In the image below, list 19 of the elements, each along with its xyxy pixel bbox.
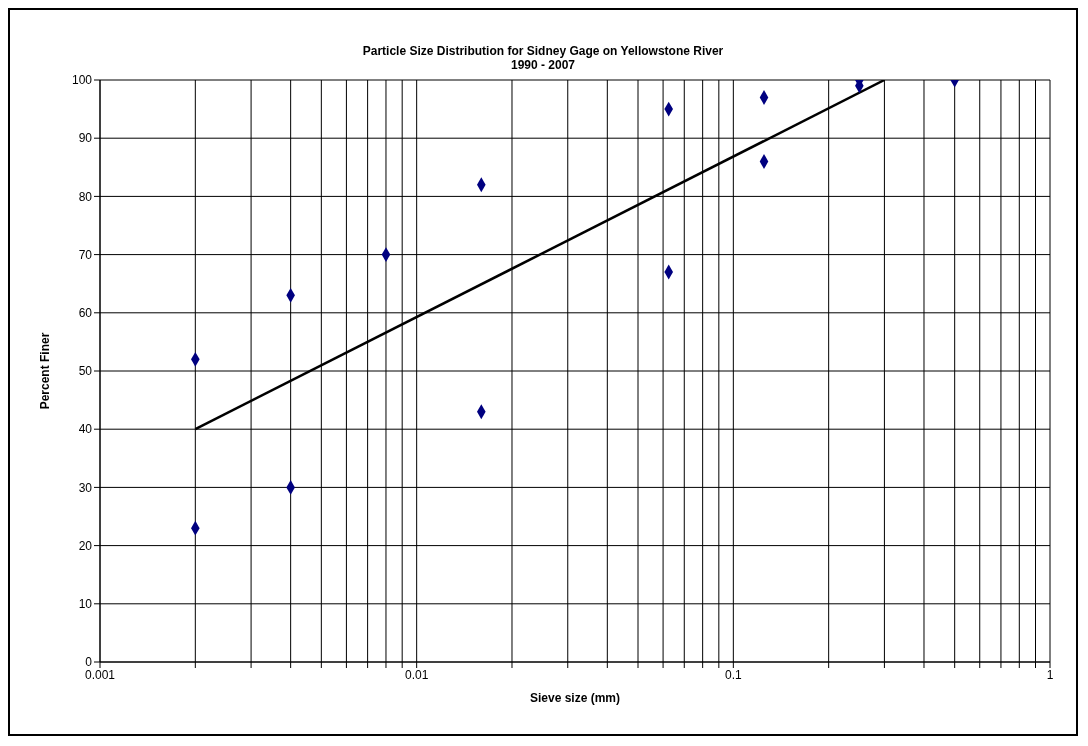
- chart-subtitle: 1990 - 2007: [509, 58, 577, 72]
- x-tick-label: 0.1: [724, 667, 742, 682]
- y-tick-label: 80: [78, 189, 93, 204]
- y-tick-label: 90: [78, 131, 93, 146]
- chart-title: Particle Size Distribution for Sidney Gage on Yellowstone River: [361, 44, 725, 58]
- y-tick-label: 30: [78, 480, 93, 495]
- y-tick-label: 100: [71, 73, 93, 88]
- y-tick-label: 20: [78, 538, 93, 553]
- y-tick-label: 60: [78, 306, 93, 321]
- y-tick-label: 10: [78, 597, 93, 612]
- x-tick-label: 0.001: [84, 667, 116, 682]
- y-tick-label: 50: [78, 364, 93, 379]
- y-tick-label: 40: [78, 422, 93, 437]
- y-tick-label: 70: [78, 247, 93, 262]
- y-axis-title: Percent Finer: [38, 332, 53, 410]
- y-tick-label: 0: [85, 655, 93, 670]
- x-tick-label: 0.01: [404, 667, 429, 682]
- x-axis-title: Sieve size (mm): [529, 691, 621, 705]
- x-tick-label: 1: [1046, 667, 1054, 682]
